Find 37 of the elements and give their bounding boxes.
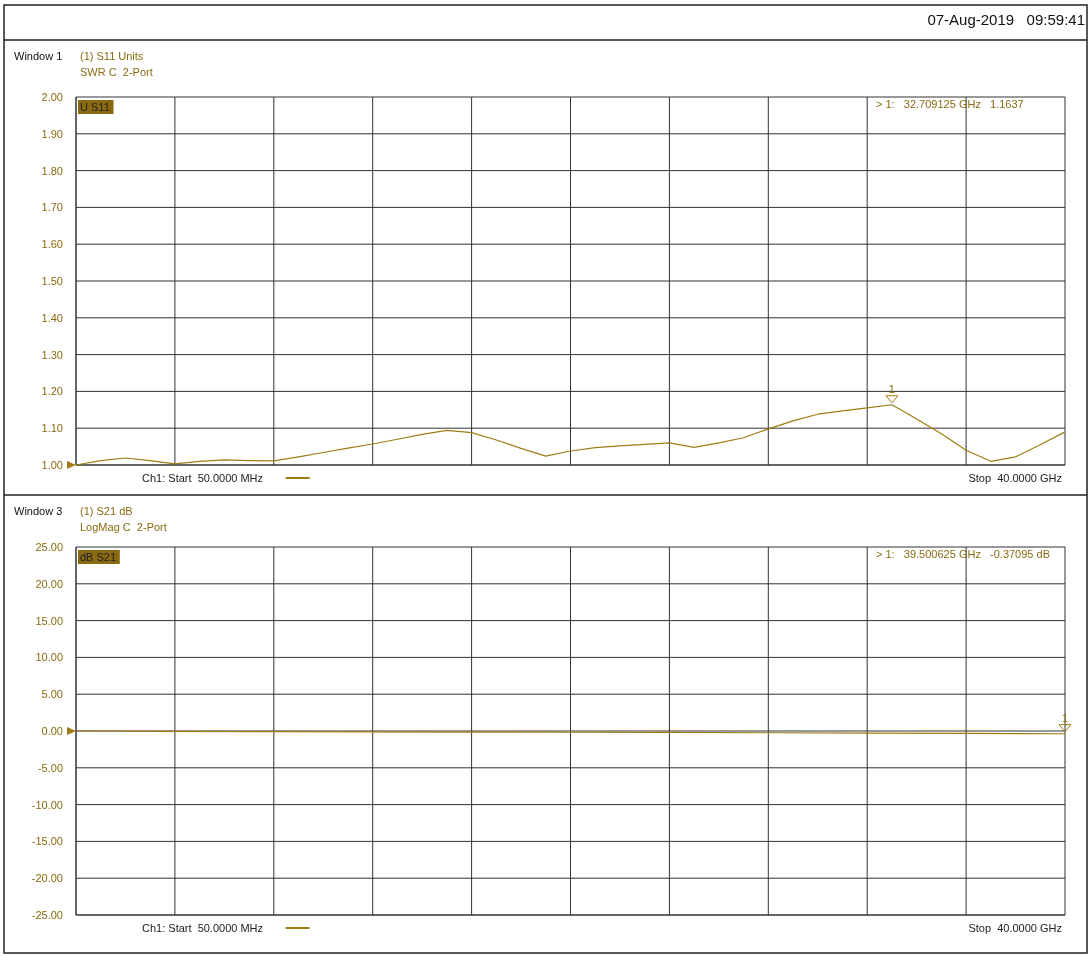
y-tick-label: 1.80 (41, 164, 63, 177)
y-tick-label: 1.00 (41, 459, 63, 471)
text: SWR C 2-Port (80, 66, 153, 78)
text: 07-Aug-2019 09:59:41 (927, 11, 1085, 28)
text: Ch1: Start 50.0000 MHz (142, 472, 264, 484)
y-tick-label: -20.00 (31, 872, 63, 885)
y-tick-label: -10.00 (31, 798, 63, 811)
y-tick-label: -25.00 (31, 909, 63, 921)
chart-title: Window 1 (14, 50, 63, 62)
text: LogMag C 2-Port (80, 521, 167, 533)
annotation: > 1: 32.709125 GHz 1.1637 (876, 98, 1024, 110)
y-tick-label: 1.10 (41, 422, 63, 435)
y-tick-label: -5.00 (37, 761, 63, 774)
chart-title: Window 3 (14, 505, 63, 517)
y-tick-label: 1.90 (41, 127, 63, 140)
y-tick-label: 0.00 (41, 725, 63, 737)
y-tick-label: -15.00 (31, 835, 63, 848)
y-tick-label: 15.00 (35, 614, 63, 627)
annotation: 1 (1061, 711, 1069, 724)
y-tick-label: 25.00 (35, 541, 63, 553)
text: Stop 40.0000 GHz (968, 472, 1062, 484)
annotation: U S11 (80, 101, 110, 113)
y-tick-label: 2.00 (41, 91, 63, 103)
y-tick-label: 1.50 (41, 275, 63, 287)
text: Ch1: Start 50.0000 MHz (142, 922, 264, 934)
y-tick-label: 1.60 (41, 238, 63, 251)
text: (1) S21 dB (80, 505, 133, 517)
y-tick-label: 20.00 (35, 577, 63, 590)
text: Stop 40.0000 GHz (968, 922, 1062, 934)
y-tick-label: 1.70 (41, 201, 63, 214)
y-tick-label: 1.20 (41, 385, 63, 398)
y-tick-label: 1.30 (41, 348, 63, 361)
annotation: > 1: 39.500625 GHz -0.37095 dB (876, 548, 1050, 560)
y-tick-label: 1.40 (41, 311, 63, 324)
y-tick-label: 10.00 (35, 651, 63, 664)
text: (1) S11 Units (80, 50, 144, 62)
y-tick-label: 5.00 (41, 688, 63, 701)
